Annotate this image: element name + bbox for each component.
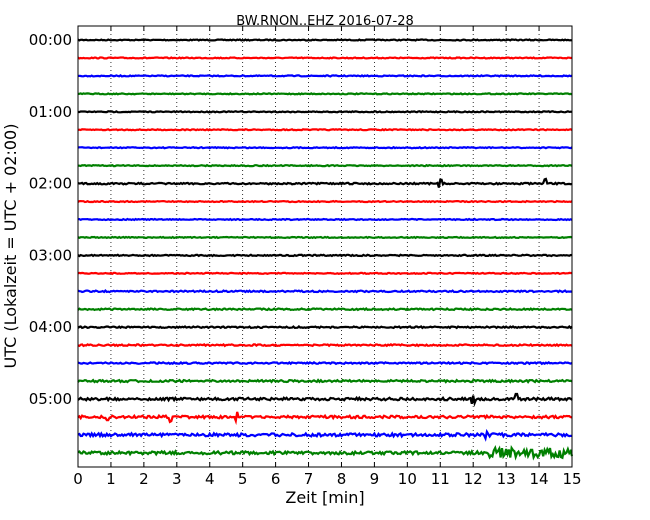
trace-0515 xyxy=(77,411,573,426)
grid xyxy=(110,26,540,467)
y-tick-label: 01:00 xyxy=(29,103,72,121)
trace-0045 xyxy=(77,92,573,96)
trace-0545 xyxy=(77,444,574,461)
y-axis-label: UTC (Lokalzeit = UTC + 02:00) xyxy=(1,124,20,369)
trace-0300 xyxy=(77,253,573,258)
trace-0330 xyxy=(77,289,573,294)
y-tick-label: 05:00 xyxy=(29,390,72,408)
x-axis-label: Zeit [min] xyxy=(285,488,364,507)
chart-title: BW.RNON..EHZ 2016-07-28 xyxy=(236,14,414,29)
x-tick-label: 13 xyxy=(497,470,516,488)
x-tick-label: 6 xyxy=(271,470,281,488)
trace-0230 xyxy=(77,217,573,222)
x-tick-label: 15 xyxy=(562,470,581,488)
trace-0500 xyxy=(77,392,573,407)
trace-0530 xyxy=(77,428,573,442)
trace-0445 xyxy=(77,378,573,384)
y-tick-label: 04:00 xyxy=(29,318,72,336)
x-tick-label: 5 xyxy=(238,470,248,488)
trace-0245 xyxy=(77,235,573,240)
trace-0430 xyxy=(77,360,573,366)
ticks: 0 1 2 3 4 5 6 7 8 9 10 11 12 13 14 1500:0001:0002:0003:… xyxy=(29,26,582,488)
x-tick-label: 1 xyxy=(106,470,116,488)
trace-0115 xyxy=(77,127,573,132)
trace-0000 xyxy=(77,38,573,42)
x-tick-label: 8 xyxy=(337,470,347,488)
y-tick-label: 03:00 xyxy=(29,246,72,264)
y-tick-label: 00:00 xyxy=(29,31,72,49)
traces xyxy=(77,38,574,461)
x-tick-label: 7 xyxy=(304,470,314,488)
x-tick-label: 4 xyxy=(205,470,215,488)
trace-0315 xyxy=(77,271,573,276)
x-tick-label: 2 xyxy=(139,470,149,488)
x-tick-label: 3 xyxy=(172,470,182,488)
plot-frame xyxy=(77,25,573,468)
y-tick-label: 02:00 xyxy=(29,175,72,193)
trace-0345 xyxy=(77,306,573,312)
x-tick-label: 11 xyxy=(431,470,450,488)
trace-0215 xyxy=(77,199,573,204)
trace-0415 xyxy=(77,342,573,348)
x-tick-label: 10 xyxy=(398,470,417,488)
trace-0030 xyxy=(77,74,573,78)
trace-0400 xyxy=(77,325,573,330)
x-tick-label: 12 xyxy=(464,470,483,488)
x-tick-label: 0 xyxy=(73,470,83,488)
x-tick-label: 14 xyxy=(530,470,549,488)
trace-0015 xyxy=(77,56,573,60)
trace-0145 xyxy=(77,163,573,168)
x-tick-label: 9 xyxy=(370,470,380,488)
trace-0200 xyxy=(77,177,573,188)
trace-0100 xyxy=(78,110,573,114)
trace-0130 xyxy=(77,145,573,150)
